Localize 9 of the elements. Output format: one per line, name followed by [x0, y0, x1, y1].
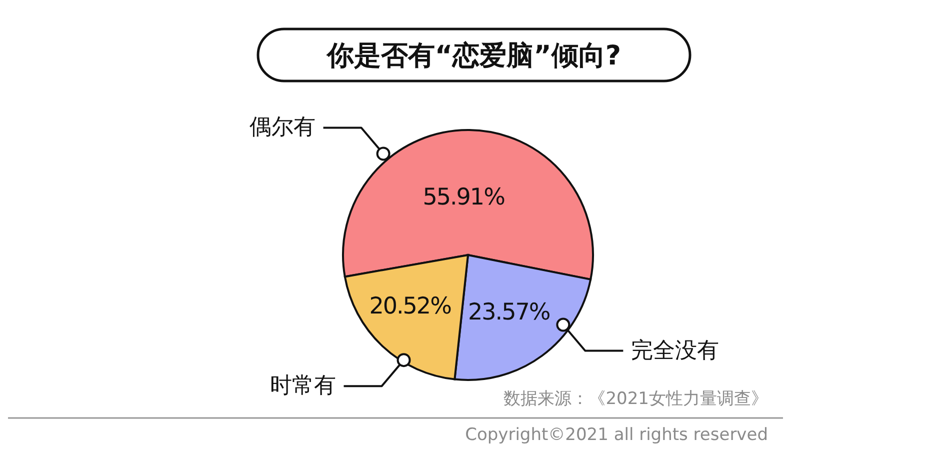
data-label: 23.57%	[468, 299, 550, 326]
data-label: 20.52%	[369, 294, 452, 320]
slice-label: 偶尔有	[249, 115, 316, 140]
text: Copyright©2021 all rights reserved	[465, 425, 768, 445]
slice-label: 完全没有	[631, 338, 720, 364]
source-note: 数据来源：《2021女性力量调查》	[504, 389, 768, 409]
data-label: 55.91%	[422, 184, 505, 211]
slice-label: 时常有	[270, 374, 336, 399]
chart-title: 你是否有“恋爱脑”倾向?	[326, 40, 622, 72]
